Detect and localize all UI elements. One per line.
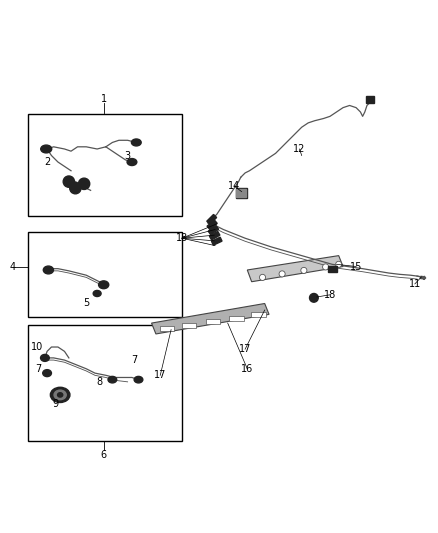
Ellipse shape: [54, 390, 66, 400]
Bar: [212, 237, 222, 245]
Bar: [230, 316, 244, 321]
Circle shape: [78, 178, 90, 189]
Bar: [205, 319, 220, 325]
Circle shape: [322, 264, 328, 270]
Bar: [366, 96, 374, 103]
Polygon shape: [152, 303, 269, 334]
Bar: [28, 114, 182, 216]
Bar: [207, 220, 217, 230]
Circle shape: [259, 274, 265, 280]
Ellipse shape: [134, 376, 143, 383]
Bar: [236, 188, 247, 198]
Bar: [28, 232, 182, 317]
Ellipse shape: [93, 290, 101, 296]
Text: 16: 16: [241, 364, 254, 374]
Text: 14: 14: [228, 181, 240, 191]
Bar: [237, 189, 246, 197]
Text: 1: 1: [101, 94, 107, 104]
Text: 6: 6: [101, 449, 107, 459]
Text: 2: 2: [44, 157, 50, 167]
Text: 7: 7: [35, 364, 42, 374]
Ellipse shape: [99, 281, 109, 289]
Circle shape: [301, 268, 307, 273]
Polygon shape: [247, 256, 343, 282]
Bar: [251, 312, 265, 318]
Text: 4: 4: [10, 262, 16, 271]
Bar: [160, 326, 174, 332]
Text: 13: 13: [176, 233, 188, 243]
Text: 5: 5: [83, 298, 89, 309]
Text: 10: 10: [31, 342, 43, 352]
Text: 15: 15: [350, 262, 362, 271]
Circle shape: [336, 261, 342, 268]
Ellipse shape: [108, 376, 117, 383]
Bar: [208, 225, 219, 235]
Text: 17: 17: [154, 370, 166, 381]
Text: 8: 8: [96, 377, 102, 387]
Bar: [182, 322, 196, 328]
Bar: [28, 325, 182, 441]
Ellipse shape: [57, 393, 63, 397]
Text: 12: 12: [293, 144, 306, 154]
Circle shape: [70, 182, 81, 194]
Text: 18: 18: [324, 290, 336, 300]
Ellipse shape: [43, 370, 51, 377]
Ellipse shape: [41, 145, 52, 153]
Circle shape: [63, 176, 74, 187]
Ellipse shape: [43, 266, 53, 274]
Ellipse shape: [41, 354, 49, 361]
Bar: [207, 214, 217, 224]
Bar: [209, 231, 220, 240]
Ellipse shape: [127, 158, 137, 166]
Circle shape: [279, 271, 285, 277]
Ellipse shape: [50, 387, 70, 402]
Text: 9: 9: [53, 399, 59, 409]
Text: 3: 3: [124, 150, 131, 160]
Text: 17: 17: [239, 344, 251, 354]
Bar: [328, 265, 337, 272]
Text: 11: 11: [409, 279, 421, 289]
Circle shape: [310, 294, 318, 302]
Text: 7: 7: [131, 355, 137, 365]
FancyArrow shape: [420, 276, 426, 279]
Ellipse shape: [131, 139, 141, 146]
